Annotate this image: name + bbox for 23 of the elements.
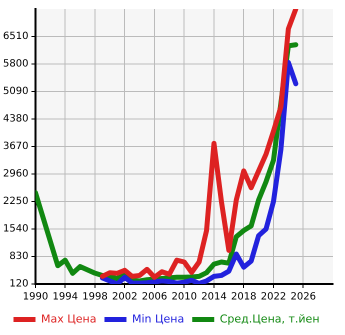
y-tick-label: 120 — [9, 278, 28, 290]
x-tick-label: 2014 — [201, 292, 227, 303]
x-tick-label: 2022 — [260, 292, 286, 303]
x-tick-label: 2026 — [290, 292, 316, 303]
x-tick-label: 2006 — [142, 292, 168, 303]
y-tick-label: 4380 — [2, 114, 28, 125]
y-tick-label: 5800 — [2, 58, 28, 70]
x-tick-label: 2018 — [231, 292, 256, 303]
y-tick-label: 5090 — [2, 86, 28, 98]
x-tick-label: 2010 — [172, 292, 197, 303]
y-tick-label: 6510 — [2, 31, 28, 42]
y-tick-label: 2250 — [2, 196, 28, 208]
y-tick-label: 830 — [9, 251, 28, 262]
x-tick-label: 1990 — [22, 292, 48, 303]
legend-label: Сред.Цена, т.йен — [220, 312, 320, 326]
y-tick-label: 1540 — [2, 224, 28, 235]
legend-label: Min Цена — [132, 312, 184, 326]
y-tick-label: 2960 — [2, 168, 28, 180]
x-tick-label: 2002 — [112, 292, 138, 303]
x-tick-label: 1998 — [82, 292, 108, 303]
legend-label: Max Цена — [40, 312, 96, 326]
x-tick-label: 1994 — [52, 292, 78, 303]
y-tick-label: 3670 — [2, 141, 28, 152]
